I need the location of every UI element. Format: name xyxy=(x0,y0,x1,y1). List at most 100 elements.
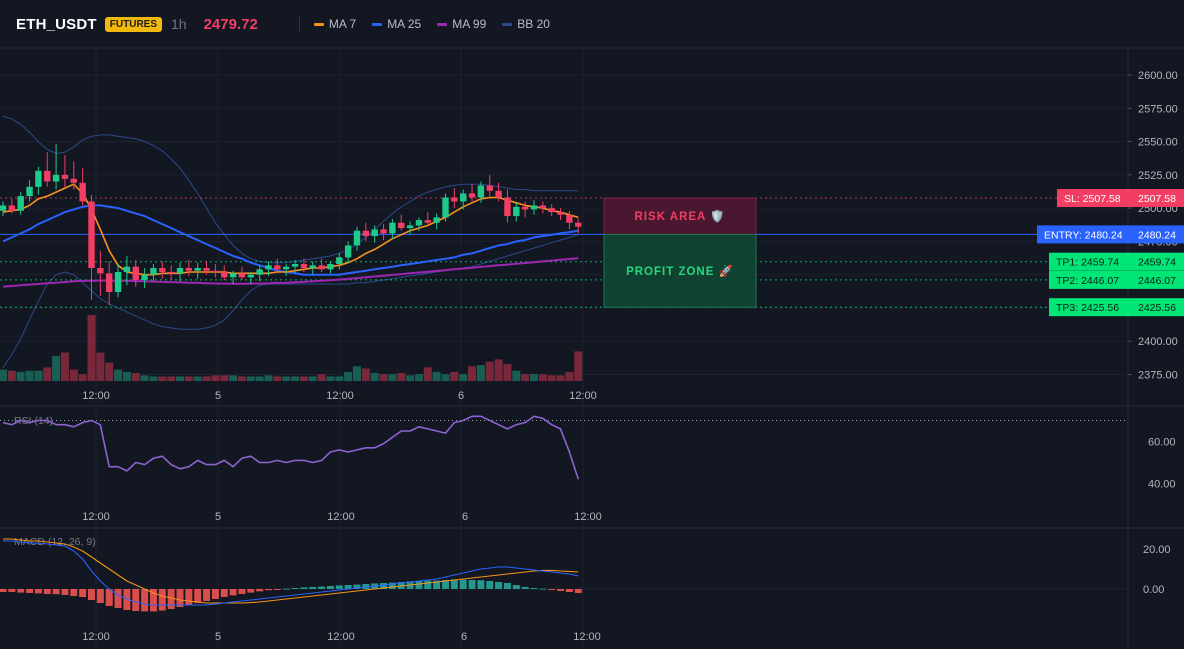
candle xyxy=(176,262,184,282)
risk-area-label: RISK AREA 🛡️ xyxy=(635,209,726,223)
time-axis-tick-4: 6 xyxy=(458,390,464,402)
candle xyxy=(548,204,555,217)
macd-histogram-bar xyxy=(220,589,228,597)
level-price-text: 2507.58 xyxy=(1138,193,1176,205)
rsi-line xyxy=(2,415,580,480)
candle xyxy=(0,201,7,217)
macd-histogram-bar xyxy=(88,589,95,600)
candle xyxy=(61,154,69,189)
candle xyxy=(274,258,281,274)
candle xyxy=(398,214,405,231)
volume-bar xyxy=(450,371,459,381)
candle-body xyxy=(362,230,370,237)
candle-body xyxy=(557,212,564,215)
volume-bar xyxy=(246,376,255,381)
candle xyxy=(114,264,122,298)
volume-bar xyxy=(459,374,468,381)
volume-bar xyxy=(0,369,7,381)
macd-histogram-bar xyxy=(415,581,423,589)
candle xyxy=(327,261,334,274)
legend-ma99[interactable]: MA 99 xyxy=(437,17,486,31)
profit-zone-label: PROFIT ZONE 🚀 xyxy=(626,264,734,278)
volume-bar xyxy=(131,373,140,381)
volume-bar xyxy=(176,376,184,381)
chart-header: ETH_USDT FUTURES 1h 2479.72 MA 7 MA 25 M… xyxy=(0,0,1184,48)
volume-bar xyxy=(202,376,211,381)
volume-bar xyxy=(547,375,556,381)
volume-bar xyxy=(122,371,131,381)
candle-body xyxy=(26,186,33,197)
macd-histogram-bar xyxy=(0,589,7,592)
price-axis-tick-9: 2400.00 xyxy=(1138,336,1178,348)
legend-ma7[interactable]: MA 7 xyxy=(313,17,356,31)
level-label-bg xyxy=(1037,225,1184,244)
candle xyxy=(371,225,378,243)
candle xyxy=(238,266,246,280)
candle-body xyxy=(513,206,520,217)
volume-bar xyxy=(158,376,167,381)
candle xyxy=(291,260,299,274)
candle-body xyxy=(61,174,69,179)
volume-bar xyxy=(441,374,450,381)
candle-body xyxy=(389,222,396,234)
macd-time-tick-1: 12:00 xyxy=(82,631,110,643)
macd-histogram-bar xyxy=(282,588,290,590)
candle-body xyxy=(176,268,184,274)
candle xyxy=(486,174,493,199)
profit-zone xyxy=(603,233,757,308)
candle xyxy=(442,193,449,222)
candle xyxy=(167,265,175,280)
candle xyxy=(79,168,86,206)
level-label-text: TP1: 2459.74 xyxy=(1056,257,1119,269)
level-label-5: TP3: 2425.56 2425.56 xyxy=(1049,298,1184,317)
macd-histogram-bar xyxy=(34,589,42,594)
candle-body xyxy=(150,268,157,275)
candle xyxy=(336,253,343,270)
legend-ma25[interactable]: MA 25 xyxy=(372,17,421,31)
time-axis-tick-1: 12:00 xyxy=(82,390,110,402)
candle-body xyxy=(97,268,104,274)
macd-histogram-bar xyxy=(326,586,334,589)
candle-body xyxy=(398,222,405,229)
candle-body xyxy=(194,268,201,271)
last-price: 2479.72 xyxy=(203,15,258,33)
candle-body xyxy=(451,197,458,202)
candle-body xyxy=(300,264,308,269)
volume-bar xyxy=(78,374,87,381)
candle-body xyxy=(539,205,547,209)
candle-body xyxy=(530,205,538,210)
timeframe-label[interactable]: 1h xyxy=(171,16,187,32)
candle-body xyxy=(70,178,77,183)
rsi-axis-tick-1: 60.00 xyxy=(1148,437,1176,449)
rsi-axis-tick-2: 40.00 xyxy=(1148,479,1176,491)
macd-histogram-bar xyxy=(503,583,511,589)
candle-body xyxy=(318,265,325,270)
candle xyxy=(150,264,157,282)
time-axis-tick-3: 12:00 xyxy=(326,390,354,402)
header-divider xyxy=(298,16,300,32)
legend-bb20[interactable]: BB 20 xyxy=(502,17,550,31)
macd-signal-line xyxy=(3,538,579,604)
volume-bar xyxy=(229,375,238,381)
candle xyxy=(229,270,237,284)
candle xyxy=(106,261,113,306)
candle-body xyxy=(495,190,502,198)
candle xyxy=(26,180,33,202)
candle-body xyxy=(123,266,131,273)
volume-bar xyxy=(211,375,220,381)
candle xyxy=(309,261,316,275)
macd-histogram-bar xyxy=(548,589,556,590)
macd-time-tick-4: 6 xyxy=(461,631,467,643)
volume-bar xyxy=(69,369,78,381)
macd-line xyxy=(3,540,579,606)
candle-body xyxy=(212,270,219,273)
candle xyxy=(194,262,201,279)
volume-bar xyxy=(16,371,25,381)
candle-body xyxy=(504,197,511,217)
macd-histogram-bar xyxy=(61,589,69,595)
symbol-name[interactable]: ETH_USDT xyxy=(16,15,97,33)
macd-axis-tick-2: 0.00 xyxy=(1143,584,1164,596)
macd-histogram-bar xyxy=(450,579,458,589)
candle xyxy=(557,208,564,221)
